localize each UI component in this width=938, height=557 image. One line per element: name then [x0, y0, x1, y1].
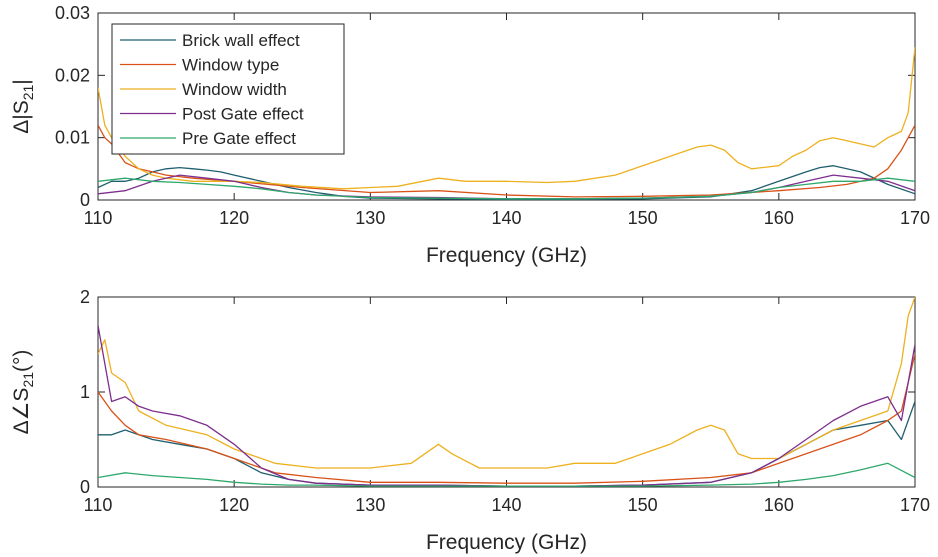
legend-entry-label: Window type — [182, 56, 279, 75]
x-tick-label: 120 — [219, 495, 249, 515]
x-tick-label: 170 — [900, 208, 930, 228]
x-tick-label: 160 — [764, 495, 794, 515]
y-tick-label: 0.03 — [55, 3, 90, 23]
y-tick-label: 2 — [80, 287, 90, 307]
x-tick-label: 110 — [84, 495, 113, 515]
legend-entry-label: Pre Gate effect — [182, 129, 296, 148]
x-axis-label: Frequency (GHz) — [426, 244, 587, 267]
x-tick-label: 110 — [84, 208, 113, 228]
chart-panel-1: 110 120 130 140 150 160 170 0 0.01 0.02 0.03 Freque… — [10, 3, 930, 267]
x-tick-label: 140 — [491, 495, 521, 515]
x-tick-label: 120 — [219, 208, 249, 228]
legend-entry-label: Brick wall effect — [182, 31, 300, 50]
y-tick-label: 1 — [80, 382, 90, 402]
legend-entry-label: Post Gate effect — [182, 105, 304, 124]
chart-panel-2: 110 120 130 140 150 160 170 0 1 2 Frequency (GHz) Δ… — [10, 287, 930, 554]
x-tick-label: 150 — [628, 208, 658, 228]
series-line-window-type — [98, 353, 915, 484]
y-tick-label: 0 — [80, 477, 90, 497]
series-line-post-gate-effect — [98, 325, 915, 487]
x-tick-label: 130 — [355, 495, 385, 515]
legend: Brick wall effect Window type Window width… — [111, 23, 345, 155]
series-group — [98, 47, 915, 200]
series-line-window-width — [98, 297, 915, 469]
y-axis-label: Δ|S21| — [10, 79, 36, 134]
y-axis-label: Δ∠S21(°) — [10, 350, 36, 435]
y-tick-label: 0.01 — [55, 128, 90, 148]
series-line-window-type — [98, 124, 915, 198]
series-line-pre-gate-effect — [98, 177, 915, 200]
series-line-pre-gate-effect — [98, 462, 915, 487]
series-line-window-width — [98, 47, 915, 190]
x-tick-label: 160 — [764, 208, 794, 228]
x-tick-label: 150 — [628, 495, 658, 515]
x-tick-label: 140 — [491, 208, 521, 228]
x-axis-label: Frequency (GHz) — [426, 531, 587, 554]
y-tick-label: 0.02 — [55, 65, 90, 85]
y-tick-label: 0 — [80, 190, 90, 210]
x-tick-label: 130 — [355, 208, 385, 228]
x-tick-label: 170 — [900, 495, 930, 515]
legend-entry-label: Window width — [182, 80, 287, 99]
series-group — [98, 297, 915, 487]
